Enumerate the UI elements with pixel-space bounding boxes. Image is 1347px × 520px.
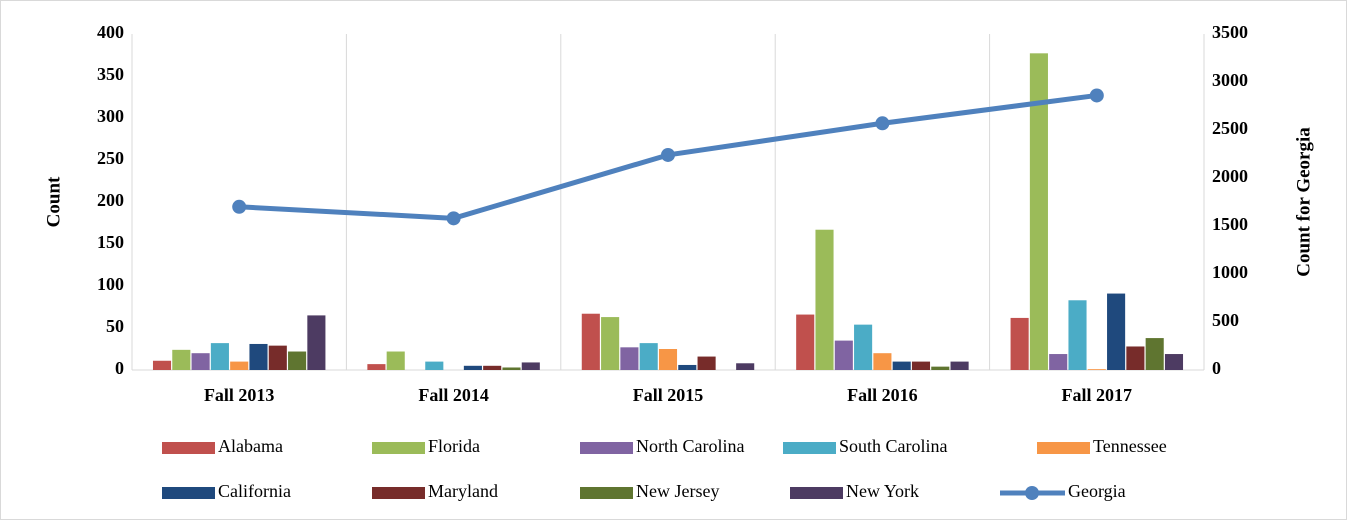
bar bbox=[815, 229, 834, 370]
y-tick-label: 250 bbox=[97, 148, 124, 168]
legend-label: South Carolina bbox=[839, 436, 948, 456]
y2-tick-label: 1500 bbox=[1212, 214, 1248, 234]
legend-label: California bbox=[218, 481, 291, 501]
legend-label: Alabama bbox=[218, 436, 283, 456]
bar bbox=[911, 361, 931, 370]
line-marker bbox=[1089, 88, 1104, 103]
bar bbox=[620, 347, 639, 370]
bar bbox=[307, 315, 326, 370]
line-marker bbox=[232, 199, 247, 214]
bar bbox=[658, 349, 678, 370]
y-tick-label: 100 bbox=[97, 274, 124, 294]
bar bbox=[288, 351, 307, 370]
bar bbox=[601, 317, 620, 370]
legend-label: Maryland bbox=[428, 481, 498, 501]
legend-swatch bbox=[162, 487, 215, 499]
bar bbox=[854, 324, 873, 370]
bar bbox=[873, 353, 892, 370]
y-tick-label: 150 bbox=[97, 232, 124, 252]
y2-tick-label: 3000 bbox=[1212, 70, 1248, 90]
x-tick-label: Fall 2014 bbox=[418, 385, 489, 405]
y-axis-title: Count bbox=[43, 176, 64, 227]
bar bbox=[1145, 338, 1164, 370]
bar bbox=[1068, 300, 1087, 370]
line-marker bbox=[875, 116, 890, 131]
bar bbox=[736, 363, 755, 370]
y2-tick-label: 2500 bbox=[1212, 118, 1248, 138]
bar bbox=[796, 314, 815, 370]
y-tick-label: 50 bbox=[106, 316, 124, 336]
bar bbox=[950, 361, 969, 370]
legend-label: Georgia bbox=[1068, 481, 1126, 501]
bar bbox=[1049, 354, 1068, 370]
bar bbox=[1107, 293, 1126, 370]
bar bbox=[1087, 369, 1106, 370]
legend-label: North Carolina bbox=[636, 436, 744, 456]
bar bbox=[892, 361, 911, 370]
x-tick-label: Fall 2013 bbox=[204, 385, 275, 405]
y2-tick-label: 3500 bbox=[1212, 22, 1248, 42]
bar bbox=[230, 361, 249, 370]
y-tick-label: 300 bbox=[97, 106, 124, 126]
legend-swatch bbox=[162, 442, 215, 454]
legend-label: New Jersey bbox=[636, 481, 719, 501]
legend-label: Tennessee bbox=[1093, 436, 1167, 456]
bar bbox=[152, 360, 172, 370]
bar bbox=[931, 366, 950, 370]
bar bbox=[268, 345, 287, 370]
bar bbox=[1010, 317, 1029, 370]
y2-tick-label: 2000 bbox=[1212, 166, 1248, 186]
bar bbox=[1126, 346, 1145, 370]
y2-tick-label: 1000 bbox=[1212, 262, 1248, 282]
bar bbox=[463, 365, 482, 370]
bar bbox=[386, 351, 405, 370]
bar bbox=[697, 356, 716, 370]
y2-tick-label: 0 bbox=[1212, 358, 1221, 378]
y-tick-label: 0 bbox=[115, 358, 124, 378]
legend-swatch bbox=[1037, 442, 1090, 454]
legend-swatch bbox=[372, 442, 425, 454]
legend-label: Florida bbox=[428, 436, 480, 456]
y-tick-label: 400 bbox=[97, 22, 124, 42]
legend-label: New York bbox=[846, 481, 919, 501]
x-tick-label: Fall 2015 bbox=[633, 385, 704, 405]
legend-swatch bbox=[783, 442, 836, 454]
line-marker bbox=[446, 211, 461, 226]
legend-swatch bbox=[580, 442, 633, 454]
x-tick-label: Fall 2017 bbox=[1062, 385, 1133, 405]
bar bbox=[249, 343, 268, 370]
legend-swatch bbox=[790, 487, 843, 499]
bar bbox=[678, 364, 697, 370]
bar bbox=[483, 365, 502, 370]
bar bbox=[502, 367, 521, 370]
bar bbox=[367, 364, 386, 370]
bar bbox=[581, 313, 600, 370]
bar bbox=[210, 343, 229, 370]
line-marker bbox=[661, 147, 675, 162]
y2-tick-label: 500 bbox=[1212, 310, 1239, 330]
bar bbox=[1029, 53, 1048, 370]
bar bbox=[425, 361, 444, 370]
bar bbox=[834, 340, 853, 370]
y-tick-label: 350 bbox=[97, 64, 124, 84]
y2-axis-title: Count for Georgia bbox=[1293, 127, 1314, 277]
bar bbox=[172, 349, 191, 370]
bar bbox=[639, 343, 658, 370]
bar bbox=[521, 362, 540, 370]
legend-marker bbox=[1025, 486, 1039, 500]
legend-swatch bbox=[580, 487, 633, 499]
y-tick-label: 200 bbox=[97, 190, 124, 210]
bar bbox=[1164, 354, 1184, 370]
bar bbox=[191, 353, 210, 370]
legend-swatch bbox=[372, 487, 425, 499]
x-tick-label: Fall 2016 bbox=[847, 385, 918, 405]
